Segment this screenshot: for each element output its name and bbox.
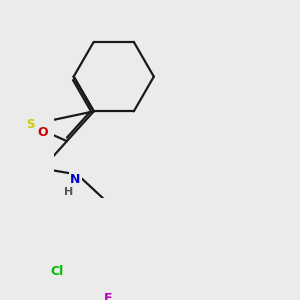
Text: F: F (103, 292, 112, 300)
Text: H: H (64, 188, 74, 197)
Text: O: O (37, 126, 47, 139)
Text: Cl: Cl (51, 265, 64, 278)
Text: N: N (70, 173, 81, 186)
Text: S: S (26, 118, 34, 131)
